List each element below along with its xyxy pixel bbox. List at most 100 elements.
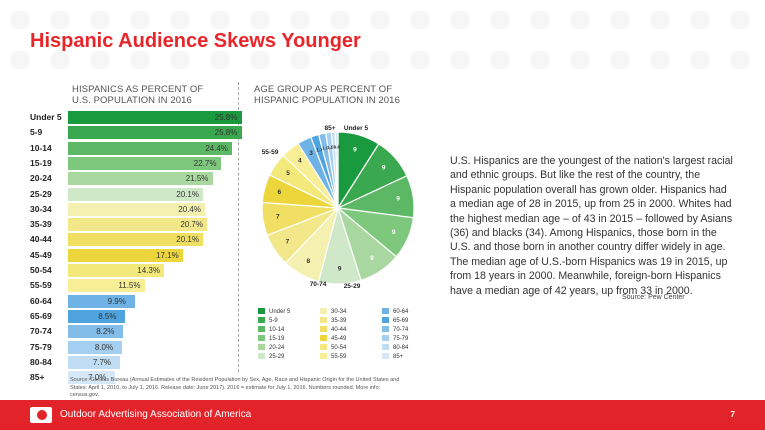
legend-item: 40-44 [320,326,346,334]
legend-label: 40-44 [331,327,347,333]
legend-swatch [320,308,327,315]
bar-heading-line-1: HISPANICS AS PERCENT OF [72,84,204,95]
pie-heading-line-2: HISPANIC POPULATION IN 2016 [254,95,400,106]
census-footnote: Source: Census Bureau (Annual Estimates … [70,377,400,398]
bar-category-label: 75-79 [30,341,52,352]
bar-value-label: 8.0% [94,342,114,352]
bar [68,279,146,293]
legend-label: 30-34 [331,309,347,315]
pie-outer-label: 55-59 [262,149,279,156]
bar-value-label: 20.1% [176,189,199,199]
bar-value-label: 20.7% [180,220,203,230]
bar-value-label: 7.0% [88,373,107,383]
legend-swatch [258,317,265,324]
pie-slice-label: 3 [309,150,313,157]
legend-swatch [258,344,265,351]
bar-value-label: 7.7% [92,357,112,367]
legend-label: 80-84 [393,345,409,351]
legend-swatch [382,344,389,351]
bar-value-label: 22.7% [193,158,217,168]
legend-item: 80-84 [382,344,408,352]
legend-item: 25-29 [258,353,284,361]
legend-label: 60-64 [393,309,409,315]
pie-outer-label: 85+ [324,125,335,132]
source-label: Source: Pew Center [622,294,685,301]
page-number: 7 [730,410,735,419]
legend-label: 50-54 [331,345,347,351]
legend-item: 15-19 [258,335,284,343]
pie-slice-label: 9 [370,255,374,262]
bar [68,111,242,124]
legend-label: 10-14 [269,327,285,333]
bar [68,218,208,232]
legend-label: 45-49 [331,336,347,342]
bar-value-label: 8.2% [96,327,115,337]
bar [68,233,204,247]
bar-category-label: 60-64 [30,295,52,306]
bar-category-label: 40-44 [30,234,52,245]
legend-item: 30-34 [320,308,346,316]
pie-outer-label: 25-29 [344,283,361,290]
bar [68,294,135,308]
legend-swatch [382,335,389,342]
pie-slice-label: 9 [392,229,396,236]
footer-org-name: Outdoor Advertising Association of Ameri… [60,409,252,420]
legend-swatch [258,326,265,333]
legend-swatch [320,317,327,324]
legend-swatch [382,317,389,324]
bar-value-label: 20.1% [176,235,199,245]
pie-svg: 9 9 9 9 9 9 8 7 7 6 5 431.7 1.51.20.80.6 Under 5 85+ 55… [261,125,415,290]
pie-slice-label: 9 [382,165,386,172]
legend-item: 55-59 [320,353,346,361]
legend-swatch [320,335,327,342]
legend-label: 65-69 [393,318,409,324]
bar [68,156,221,170]
bar-value-label: 24.4% [205,143,228,153]
legend-item: 5-9 [258,317,278,325]
legend-label: 15-19 [269,336,285,342]
bar [68,126,242,140]
pie-slice-label: 7 [286,238,290,245]
pie-outer-label: 70-74 [310,281,327,288]
legend-item: 65-69 [382,317,408,325]
bar-category-label: 10-14 [30,142,52,153]
legend-item: 35-39 [320,317,346,325]
pie-slice-label: 1.5 [322,146,329,151]
pie-heading-line-1: AGE GROUP AS PERCENT OF [254,84,393,95]
bar [68,355,120,369]
bar-category-label: Under 5 [30,112,62,122]
legend-item: Under 5 [258,308,290,316]
bar-category-label: 50-54 [30,265,52,275]
pie-slice-label: 7 [276,214,280,221]
legend-label: 35-39 [331,318,347,324]
bar-category-label: 35-39 [30,219,52,230]
bar [68,340,122,354]
oaaa-logo-icon [30,407,52,423]
legend-label: 5-9 [269,318,278,324]
pie-outer-label: Under 5 [344,125,369,132]
legend-swatch [258,308,265,315]
bar-value-label: 9.9% [107,296,126,306]
pie-slice-label: 5 [286,170,290,177]
legend-label: Under 5 [269,309,291,315]
header-pattern [0,0,765,75]
pie-slice-label: 0.6 [334,144,341,149]
bar-category-label: 20-24 [30,173,52,184]
pie-slice-label: 0.8 [331,145,338,150]
pie-slice-label: 9 [338,265,342,272]
legend-item: 85+ [382,353,403,361]
column-divider [238,82,239,372]
bar-value-label: 25.8% [214,128,238,138]
legend-item: 20-24 [258,344,284,352]
pie-slice-label: 6 [277,189,281,196]
legend-swatch [320,344,327,351]
legend-item: 75-79 [382,335,408,343]
bar-category-label: 80-84 [30,356,52,367]
legend-swatch [258,353,265,360]
pie-slice-label: 8 [307,258,311,265]
bar-category-label: 5-9 [30,127,43,138]
bar-category-label: 30-34 [30,203,52,214]
body-paragraph: U.S. Hispanics are the youngest of the n… [450,155,733,297]
legend-item: 60-64 [382,308,408,316]
bar-category-label: 25-29 [30,188,52,199]
